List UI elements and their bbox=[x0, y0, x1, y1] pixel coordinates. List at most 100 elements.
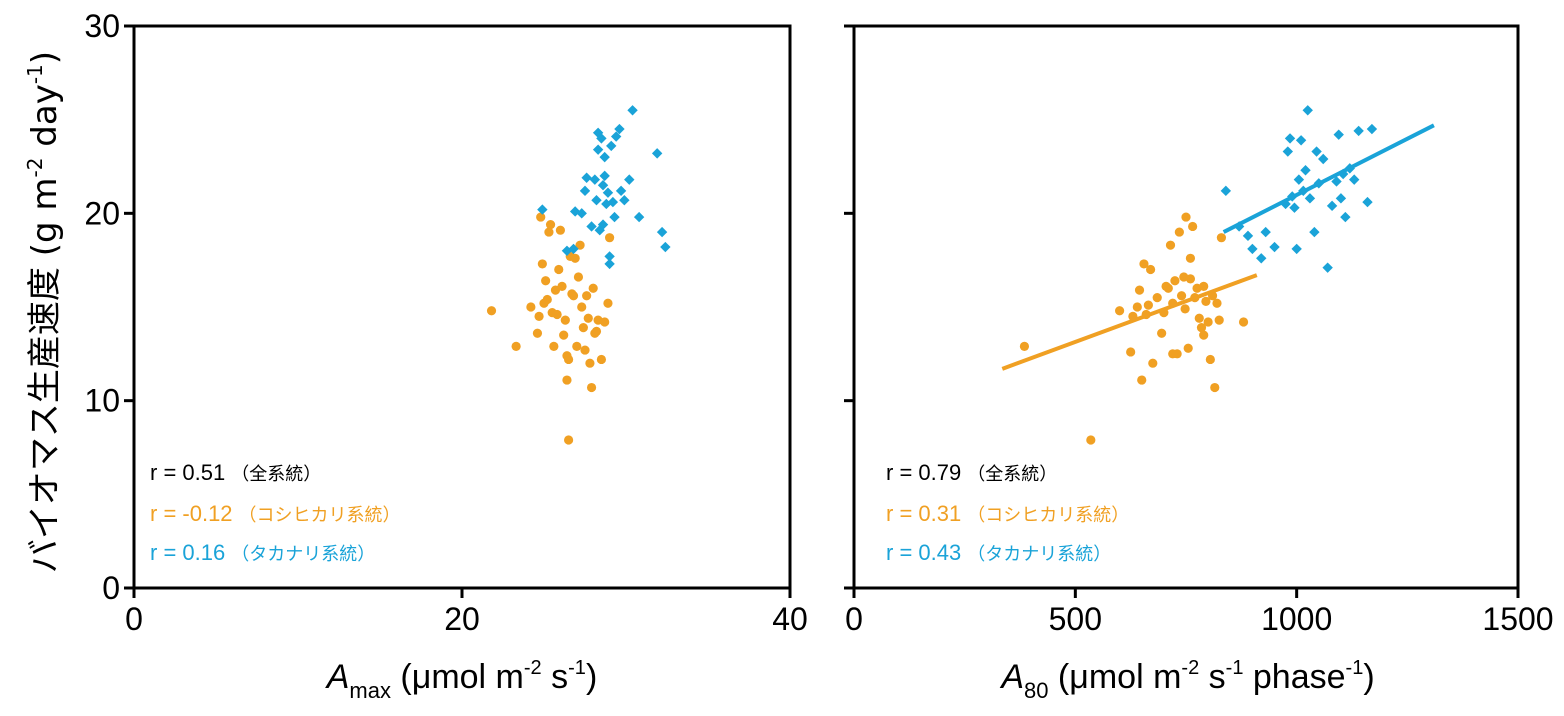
data-point-takanari bbox=[610, 131, 622, 142]
data-point-koshihikari bbox=[572, 341, 582, 351]
data-point-takanari bbox=[624, 174, 635, 185]
data-point-takanari bbox=[602, 187, 614, 198]
data-point-takanari bbox=[607, 196, 619, 208]
data-point-takanari bbox=[1298, 185, 1309, 197]
x-axis-label-a80-sup2: -1 bbox=[1226, 657, 1244, 679]
data-point-takanari bbox=[1269, 241, 1280, 253]
data-point-koshihikari bbox=[1194, 313, 1204, 323]
data-point-takanari bbox=[656, 226, 668, 238]
data-point-takanari bbox=[619, 195, 630, 206]
data-point-takanari bbox=[586, 221, 597, 232]
data-point-takanari bbox=[1309, 226, 1320, 238]
data-point-koshihikari bbox=[1196, 323, 1207, 333]
correlation-annotation-all: r = 0.79 （全系統） bbox=[886, 460, 1057, 485]
correlation-annotation-takanari: r = 0.16 （タカナリ系統） bbox=[150, 540, 375, 565]
data-point-koshihikari bbox=[1183, 343, 1193, 353]
data-point-takanari bbox=[604, 258, 615, 270]
data-point-takanari bbox=[1284, 133, 1296, 144]
data-point-koshihikari bbox=[1019, 341, 1030, 351]
x-axis-label-a80-mid2: phase bbox=[1243, 658, 1345, 696]
data-point-koshihikari bbox=[1141, 309, 1151, 320]
data-point-koshihikari bbox=[557, 281, 567, 291]
data-point-koshihikari bbox=[1203, 317, 1213, 327]
data-point-koshihikari bbox=[603, 298, 613, 308]
data-point-takanari bbox=[579, 185, 591, 197]
data-point-koshihikari bbox=[1214, 315, 1224, 325]
x-tick-label: 40 bbox=[772, 601, 808, 637]
data-point-koshihikari bbox=[532, 328, 543, 338]
group-label: （コシヒカリ系統） bbox=[967, 505, 1129, 526]
data-point-takanari bbox=[601, 198, 612, 210]
data-point-koshihikari bbox=[1168, 298, 1178, 308]
data-point-koshihikari bbox=[1165, 240, 1176, 250]
correlation-value: r = 0.79 bbox=[886, 460, 961, 485]
correlation-annotation-all: r = 0.51 （全系統） bbox=[150, 460, 321, 485]
data-point-takanari bbox=[660, 241, 671, 253]
data-point-takanari bbox=[609, 211, 620, 223]
data-point-koshihikari bbox=[1143, 300, 1153, 310]
y-tick-label: 30 bbox=[84, 8, 120, 44]
data-point-koshihikari bbox=[1205, 354, 1215, 365]
data-point-takanari bbox=[1260, 226, 1271, 238]
data-point-takanari bbox=[568, 243, 579, 255]
correlation-annotation-koshihikari: r = 0.31 （コシヒカリ系統） bbox=[886, 501, 1129, 526]
plot-frame bbox=[852, 24, 1520, 590]
data-point-koshihikari bbox=[534, 311, 544, 321]
data-point-koshihikari bbox=[552, 309, 562, 320]
data-point-takanari bbox=[1282, 146, 1294, 157]
data-point-koshihikari bbox=[1212, 298, 1222, 308]
x-tick-label: 1500 bbox=[1482, 601, 1553, 637]
data-point-takanari bbox=[1242, 230, 1254, 242]
data-point-koshihikari bbox=[580, 345, 590, 355]
y-axis-label-sup1: -2 bbox=[23, 158, 47, 178]
data-point-koshihikari bbox=[1180, 304, 1190, 314]
x-axis-label-a80: A80 (μmol m-2 s-1 phase-1) bbox=[999, 657, 1374, 703]
x-axis-label-amax-italic: A bbox=[325, 658, 350, 696]
data-point-koshihikari bbox=[586, 382, 597, 393]
y-axis-label-sup2: -1 bbox=[23, 64, 47, 84]
data-point-takanari bbox=[1304, 193, 1316, 204]
x-axis-label-a80-rest: (μmol m bbox=[1048, 658, 1181, 696]
data-point-koshihikari bbox=[1157, 328, 1167, 338]
data-point-takanari bbox=[1335, 193, 1347, 204]
data-point-koshihikari bbox=[549, 341, 559, 351]
data-point-koshihikari bbox=[555, 225, 566, 235]
data-point-koshihikari bbox=[1134, 285, 1145, 295]
data-point-koshihikari bbox=[1137, 375, 1147, 385]
data-point-koshihikari bbox=[1126, 347, 1136, 357]
data-point-takanari bbox=[627, 105, 638, 116]
data-point-koshihikari bbox=[596, 354, 607, 365]
data-point-takanari bbox=[1340, 211, 1351, 223]
data-point-koshihikari bbox=[1170, 276, 1180, 286]
svg-text:バイオマス生産速度 (g m-2 day-1): バイオマス生産速度 (g m-2 day-1) bbox=[23, 51, 65, 573]
data-point-takanari bbox=[597, 180, 609, 191]
data-point-koshihikari bbox=[585, 358, 595, 368]
data-point-koshihikari bbox=[1216, 233, 1227, 243]
correlation-value: r = 0.43 bbox=[886, 540, 961, 565]
data-point-takanari bbox=[569, 206, 581, 217]
data-point-koshihikari bbox=[1128, 311, 1138, 321]
correlation-value: r = 0.51 bbox=[150, 460, 225, 485]
data-point-takanari bbox=[1280, 198, 1291, 210]
data-point-koshihikari bbox=[568, 291, 579, 301]
data-point-koshihikari bbox=[582, 291, 592, 301]
x-axis-label-amax: Amax (μmol m-2 s-1) bbox=[325, 657, 598, 703]
x-axis-label-a80-italic: A bbox=[999, 658, 1024, 696]
data-point-takanari bbox=[1366, 123, 1378, 135]
correlation-value: r = -0.12 bbox=[150, 501, 233, 526]
data-point-koshihikari bbox=[1185, 253, 1196, 263]
data-point-takanari bbox=[1353, 125, 1364, 137]
x-axis-label-amax-mid: s bbox=[542, 658, 568, 696]
data-point-takanari bbox=[1326, 200, 1338, 212]
data-point-koshihikari bbox=[591, 326, 602, 336]
data-point-koshihikari bbox=[600, 317, 610, 327]
data-point-takanari bbox=[1318, 153, 1329, 165]
group-label: （タカナリ系統） bbox=[231, 544, 375, 565]
data-point-takanari bbox=[1293, 174, 1305, 185]
data-point-takanari bbox=[1313, 178, 1324, 189]
data-point-takanari bbox=[537, 204, 548, 215]
data-point-takanari bbox=[1287, 191, 1298, 202]
data-point-takanari bbox=[615, 185, 627, 197]
data-point-takanari bbox=[1337, 168, 1349, 180]
